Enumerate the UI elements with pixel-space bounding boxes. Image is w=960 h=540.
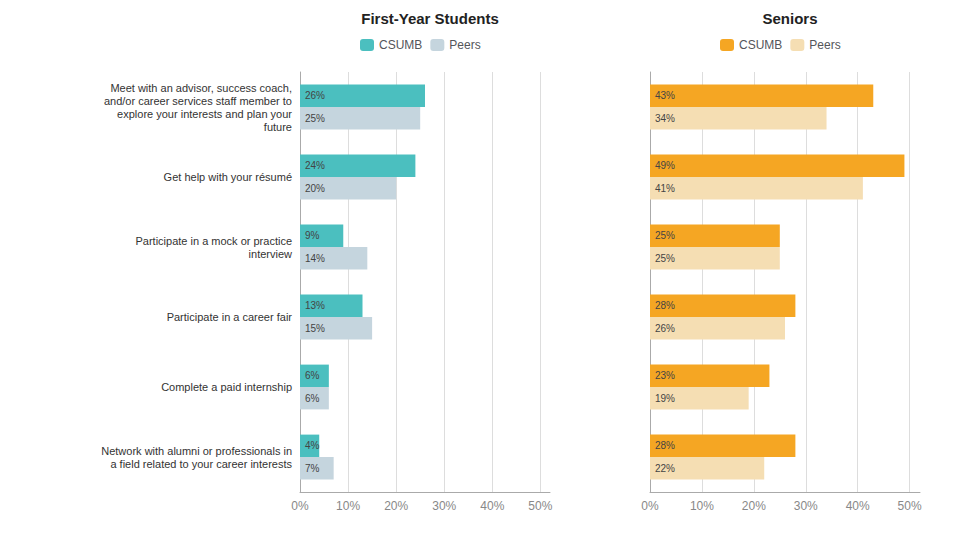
svg-text:40%: 40% (846, 499, 870, 513)
svg-text:Network with alumni or profess: Network with alumni or professionals in (101, 445, 292, 457)
svg-text:20%: 20% (384, 499, 408, 513)
svg-text:future: future (264, 121, 292, 133)
svg-text:Meet with an advisor, success: Meet with an advisor, success coach, (110, 82, 292, 94)
svg-text:50%: 50% (528, 499, 552, 513)
svg-text:Seniors: Seniors (762, 10, 817, 27)
svg-text:30%: 30% (794, 499, 818, 513)
svg-text:43%: 43% (655, 90, 675, 101)
svg-text:Participate in a career fair: Participate in a career fair (167, 311, 293, 323)
svg-text:28%: 28% (655, 440, 675, 451)
svg-text:49%: 49% (655, 160, 675, 171)
svg-text:9%: 9% (305, 230, 320, 241)
svg-text:6%: 6% (305, 370, 320, 381)
svg-text:25%: 25% (655, 230, 675, 241)
svg-text:19%: 19% (655, 393, 675, 404)
svg-text:25%: 25% (655, 253, 675, 264)
svg-text:and/or career services staff m: and/or career services staff member to (104, 95, 292, 107)
svg-text:10%: 10% (336, 499, 360, 513)
svg-text:41%: 41% (655, 183, 675, 194)
svg-text:24%: 24% (305, 160, 325, 171)
svg-text:30%: 30% (432, 499, 456, 513)
svg-text:4%: 4% (305, 440, 320, 451)
svg-text:0%: 0% (641, 499, 659, 513)
svg-text:26%: 26% (305, 90, 325, 101)
svg-text:explore your interests and pla: explore your interests and plan your (117, 108, 292, 120)
svg-text:interview: interview (249, 248, 292, 260)
svg-text:26%: 26% (655, 323, 675, 334)
svg-text:0%: 0% (291, 499, 309, 513)
svg-text:50%: 50% (898, 499, 922, 513)
svg-text:34%: 34% (655, 113, 675, 124)
svg-text:20%: 20% (742, 499, 766, 513)
svg-text:Participate in a mock or pract: Participate in a mock or practice (135, 235, 292, 247)
svg-text:6%: 6% (305, 393, 320, 404)
svg-text:a field related to your career: a field related to your career interests (110, 458, 292, 470)
svg-text:25%: 25% (305, 113, 325, 124)
svg-text:28%: 28% (655, 300, 675, 311)
svg-text:CSUMB: CSUMB (739, 38, 782, 52)
svg-text:Peers: Peers (449, 38, 480, 52)
svg-text:13%: 13% (305, 300, 325, 311)
svg-text:15%: 15% (305, 323, 325, 334)
svg-text:10%: 10% (690, 499, 714, 513)
svg-text:22%: 22% (655, 463, 675, 474)
svg-text:23%: 23% (655, 370, 675, 381)
svg-text:14%: 14% (305, 253, 325, 264)
svg-text:7%: 7% (305, 463, 320, 474)
svg-text:First-Year Students: First-Year Students (361, 10, 499, 27)
svg-text:Get help with your résumé: Get help with your résumé (164, 171, 292, 183)
svg-text:40%: 40% (480, 499, 504, 513)
svg-text:Complete a paid internship: Complete a paid internship (161, 381, 292, 393)
svg-text:Peers: Peers (809, 38, 840, 52)
svg-text:CSUMB: CSUMB (379, 38, 422, 52)
svg-text:20%: 20% (305, 183, 325, 194)
